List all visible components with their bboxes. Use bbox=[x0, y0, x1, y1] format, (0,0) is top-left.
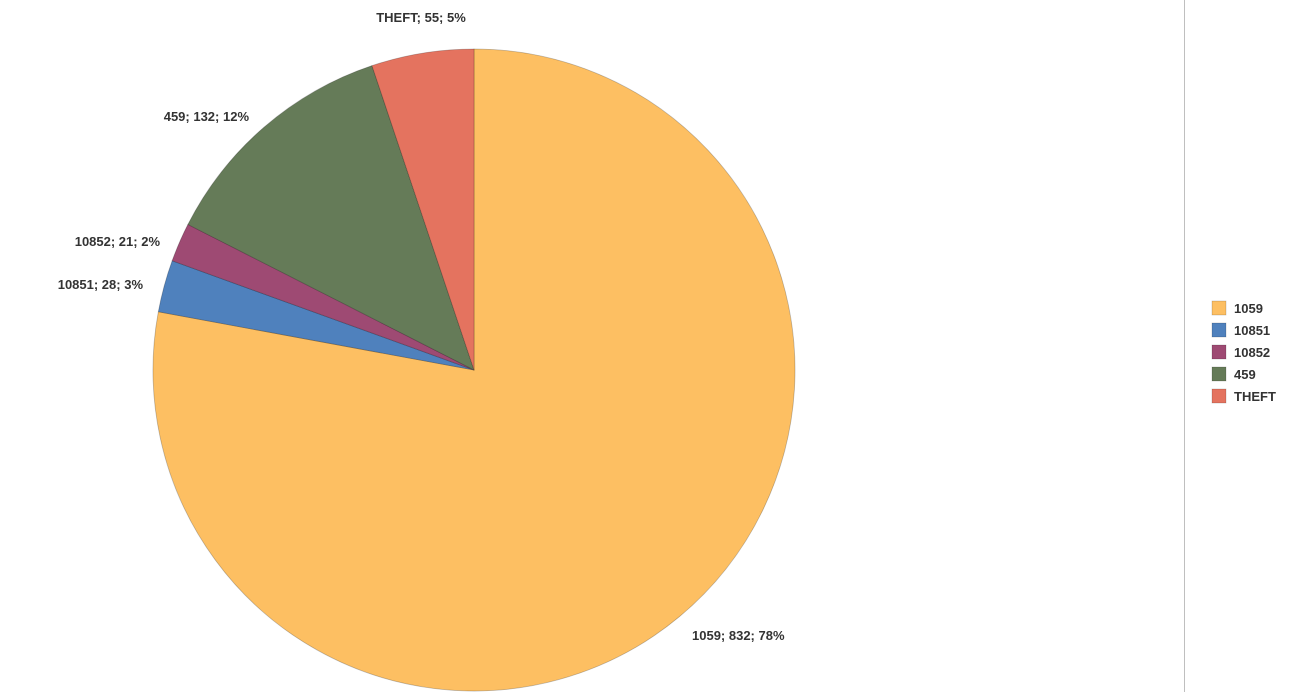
legend-label-459: 459 bbox=[1234, 367, 1256, 382]
legend-swatch-theft bbox=[1211, 388, 1227, 404]
legend-swatch-1059 bbox=[1211, 300, 1227, 316]
data-label-10851: 10851; 28; 3% bbox=[58, 277, 144, 292]
legend-entry-theft: THEFT bbox=[1211, 388, 1276, 404]
pie-slices bbox=[152, 48, 796, 692]
pie-slice-10852 bbox=[171, 223, 475, 371]
legend-entry-10852: 10852 bbox=[1211, 344, 1270, 360]
legend-entry-459: 459 bbox=[1211, 366, 1256, 382]
data-labels: 1059; 832; 78% 10851; 28; 3% 10852; 21; 2%… bbox=[58, 10, 785, 643]
pie-slice-theft bbox=[371, 48, 475, 371]
pie-slice-459 bbox=[187, 65, 475, 371]
legend-label-theft: THEFT bbox=[1234, 389, 1276, 404]
legend-swatch-10852 bbox=[1211, 344, 1227, 360]
legend-swatch-459 bbox=[1211, 366, 1227, 382]
legend-label-10852: 10852 bbox=[1234, 345, 1270, 360]
legend-label-1059: 1059 bbox=[1234, 301, 1263, 316]
legend-label-10851: 10851 bbox=[1234, 323, 1270, 338]
legend-swatch-10851 bbox=[1211, 322, 1227, 338]
data-label-1059: 1059; 832; 78% bbox=[692, 628, 785, 643]
pie-slice-1059 bbox=[152, 48, 796, 692]
data-label-theft: THEFT; 55; 5% bbox=[376, 10, 466, 25]
legend-entry-10851: 10851 bbox=[1211, 322, 1270, 338]
legend: 1059 10851 10852 459 THEFT bbox=[1211, 300, 1276, 404]
data-label-459: 459; 132; 12% bbox=[164, 109, 250, 124]
plot-area-divider bbox=[1184, 0, 1185, 692]
legend-entry-1059: 1059 bbox=[1211, 300, 1263, 316]
data-label-10852: 10852; 21; 2% bbox=[75, 234, 161, 249]
pie-slice-10851 bbox=[157, 260, 475, 371]
